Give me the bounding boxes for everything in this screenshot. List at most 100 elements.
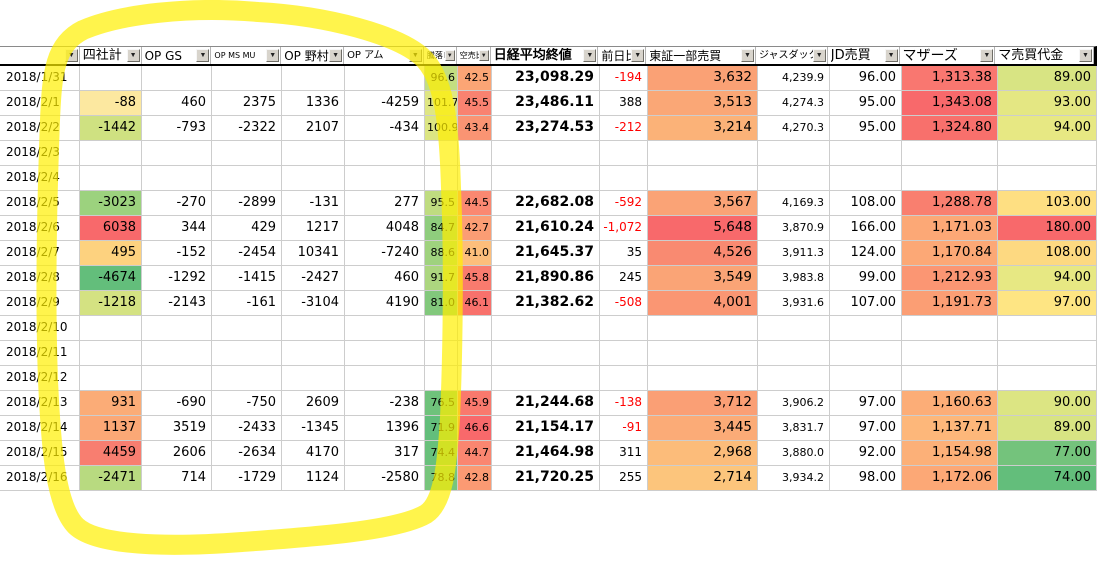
cell-advance-decline-ratio[interactable]: 74.4: [425, 441, 458, 466]
cell-day-change[interactable]: 255: [600, 466, 648, 491]
cell-advance-decline-ratio[interactable]: [425, 366, 458, 391]
row-date[interactable]: 2018/2/9: [0, 291, 80, 316]
cell-op-nomura[interactable]: [282, 341, 345, 366]
cell-jasdaq-index[interactable]: 4,274.3: [758, 91, 830, 116]
row-date[interactable]: 2018/2/6: [0, 216, 80, 241]
cell-day-change[interactable]: -508: [600, 291, 648, 316]
cell-jasdaq-index[interactable]: 3,906.2: [758, 391, 830, 416]
cell-mothers-index[interactable]: 1,171.03: [902, 216, 998, 241]
column-header-nikkei-close[interactable]: 日経平均終値 ▼: [490, 47, 599, 64]
cell-jd-trading-value[interactable]: 97.00: [830, 416, 902, 441]
cell-four-company-total[interactable]: 1137: [80, 416, 142, 441]
cell-mothers-trading-value[interactable]: 90.00: [998, 391, 1097, 416]
cell-op-nomura[interactable]: 2609: [282, 391, 345, 416]
cell-op-ms-mu[interactable]: -2634: [212, 441, 282, 466]
cell-nikkei-close[interactable]: 23,486.11: [492, 91, 600, 116]
cell-jd-trading-value[interactable]: [830, 366, 902, 391]
cell-jasdaq-index[interactable]: 3,934.2: [758, 466, 830, 491]
filter-dropdown-button[interactable]: ▼: [126, 49, 140, 62]
cell-advance-decline-ratio[interactable]: [425, 141, 458, 166]
cell-op-amu[interactable]: 1396: [345, 416, 425, 441]
cell-op-amu[interactable]: -4259: [345, 91, 425, 116]
column-header-jd-trading-value[interactable]: JD売買 ▼: [827, 47, 900, 64]
cell-op-nomura[interactable]: [282, 366, 345, 391]
cell-four-company-total[interactable]: -88: [80, 91, 142, 116]
cell-op-gs[interactable]: [142, 141, 212, 166]
cell-jd-trading-value[interactable]: 98.00: [830, 466, 902, 491]
cell-day-change[interactable]: 388: [600, 91, 648, 116]
cell-op-ms-mu[interactable]: -2322: [212, 116, 282, 141]
cell-op-amu[interactable]: 4048: [345, 216, 425, 241]
cell-op-nomura[interactable]: 1336: [282, 91, 345, 116]
cell-mothers-trading-value[interactable]: 74.00: [998, 466, 1097, 491]
cell-four-company-total[interactable]: -1218: [80, 291, 142, 316]
cell-op-amu[interactable]: -238: [345, 391, 425, 416]
cell-advance-decline-ratio[interactable]: 84.7: [425, 216, 458, 241]
cell-op-ms-mu[interactable]: -2899: [212, 191, 282, 216]
cell-nikkei-close[interactable]: 21,382.62: [492, 291, 600, 316]
row-date[interactable]: 2018/2/4: [0, 166, 80, 191]
row-date[interactable]: 2018/2/1: [0, 91, 80, 116]
cell-op-nomura[interactable]: 4170: [282, 441, 345, 466]
cell-jd-trading-value[interactable]: [830, 166, 902, 191]
cell-op-gs[interactable]: 3519: [142, 416, 212, 441]
cell-nikkei-close[interactable]: 21,890.86: [492, 266, 600, 291]
cell-op-gs[interactable]: -1292: [142, 266, 212, 291]
cell-jd-trading-value[interactable]: 166.00: [830, 216, 902, 241]
cell-jasdaq-index[interactable]: 3,880.0: [758, 441, 830, 466]
cell-op-amu[interactable]: 277: [345, 191, 425, 216]
cell-day-change[interactable]: -91: [600, 416, 648, 441]
row-date[interactable]: 2018/2/13: [0, 391, 80, 416]
cell-day-change[interactable]: 35: [600, 241, 648, 266]
cell-op-amu[interactable]: -2580: [345, 466, 425, 491]
cell-short-sell-ratio[interactable]: 41.0: [458, 241, 492, 266]
cell-tse1-trading-value[interactable]: 3,567: [648, 191, 758, 216]
cell-jasdaq-index[interactable]: 3,911.3: [758, 241, 830, 266]
cell-jasdaq-index[interactable]: 3,931.6: [758, 291, 830, 316]
cell-mothers-trading-value[interactable]: 180.00: [998, 216, 1097, 241]
cell-jd-trading-value[interactable]: [830, 316, 902, 341]
cell-jd-trading-value[interactable]: [830, 341, 902, 366]
cell-short-sell-ratio[interactable]: 42.5: [458, 66, 492, 91]
cell-advance-decline-ratio[interactable]: 91.7: [425, 266, 458, 291]
cell-jasdaq-index[interactable]: 4,169.3: [758, 191, 830, 216]
cell-op-ms-mu[interactable]: -1415: [212, 266, 282, 291]
column-header-op-ms-mu[interactable]: OP MS MU ▼: [211, 47, 282, 64]
cell-four-company-total[interactable]: -3023: [80, 191, 142, 216]
cell-short-sell-ratio[interactable]: 43.4: [458, 116, 492, 141]
cell-mothers-trading-value[interactable]: 93.00: [998, 91, 1097, 116]
cell-jd-trading-value[interactable]: 95.00: [830, 91, 902, 116]
cell-short-sell-ratio[interactable]: 46.1: [458, 291, 492, 316]
cell-mothers-trading-value[interactable]: 108.00: [998, 241, 1097, 266]
cell-day-change[interactable]: [600, 366, 648, 391]
cell-nikkei-close[interactable]: 21,720.25: [492, 466, 600, 491]
cell-op-gs[interactable]: -690: [142, 391, 212, 416]
cell-mothers-index[interactable]: 1,313.38: [902, 66, 998, 91]
cell-op-nomura[interactable]: -3104: [282, 291, 345, 316]
cell-op-gs[interactable]: [142, 366, 212, 391]
cell-day-change[interactable]: [600, 141, 648, 166]
filter-dropdown-button[interactable]: ▼: [478, 50, 489, 61]
cell-tse1-trading-value[interactable]: [648, 141, 758, 166]
column-header-four-company-total[interactable]: 四社計 ▼: [79, 47, 142, 64]
cell-op-ms-mu[interactable]: -2454: [212, 241, 282, 266]
cell-day-change[interactable]: -194: [600, 66, 648, 91]
filter-dropdown-button[interactable]: ▼: [583, 49, 597, 62]
cell-advance-decline-ratio[interactable]: [425, 341, 458, 366]
cell-op-ms-mu[interactable]: [212, 66, 282, 91]
cell-day-change[interactable]: 311: [600, 441, 648, 466]
cell-tse1-trading-value[interactable]: 2,968: [648, 441, 758, 466]
cell-advance-decline-ratio[interactable]: [425, 316, 458, 341]
cell-tse1-trading-value[interactable]: 3,445: [648, 416, 758, 441]
cell-op-nomura[interactable]: 2107: [282, 116, 345, 141]
filter-dropdown-button[interactable]: ▼: [812, 49, 826, 62]
cell-four-company-total[interactable]: [80, 341, 142, 366]
cell-jd-trading-value[interactable]: 99.00: [830, 266, 902, 291]
cell-tse1-trading-value[interactable]: [648, 166, 758, 191]
cell-mothers-index[interactable]: [902, 316, 998, 341]
cell-jd-trading-value[interactable]: 124.00: [830, 241, 902, 266]
cell-jasdaq-index[interactable]: 4,270.3: [758, 116, 830, 141]
cell-advance-decline-ratio[interactable]: 71.9: [425, 416, 458, 441]
cell-op-gs[interactable]: [142, 341, 212, 366]
cell-four-company-total[interactable]: 495: [80, 241, 142, 266]
